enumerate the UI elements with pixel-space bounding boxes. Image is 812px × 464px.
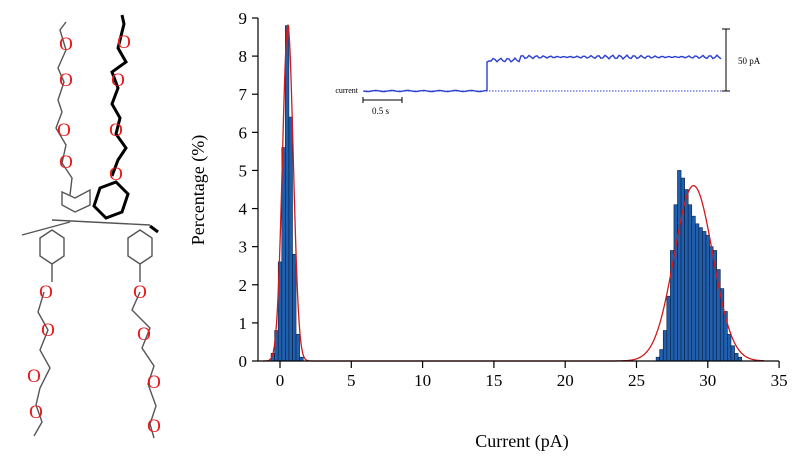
histogram-bar [677,170,682,362]
y-tick-labels: 0 1 2 3 4 5 6 7 8 9 [239,9,248,371]
x-tick-label: 25 [628,371,645,390]
time-scale-bar [362,97,403,103]
histogram-bar [727,334,732,362]
y-tick-label: 6 [239,123,248,142]
x-tick-label: 15 [485,371,502,390]
trace-label: current [335,86,358,95]
y-tick-label: 1 [239,314,248,333]
x-tick-label: 10 [414,371,431,390]
histogram-bar [673,204,678,362]
histogram-bar [734,353,739,362]
histogram-bar [288,116,293,362]
histogram-bar [691,215,696,362]
x-tick-label: 5 [347,371,356,390]
histogram-bar [705,234,710,362]
oxygen-atom-label: O [59,152,73,173]
oxygen-atom-label: O [27,366,41,387]
calixarene-structure: O O O O O O O O O O O O O O O O [21,14,161,439]
y-tick-label: 8 [239,47,248,66]
y-tick-label: 7 [239,85,248,104]
histogram-bar [695,223,700,362]
current-scale-label: 50 pA [738,56,761,66]
current-trace-inset: current 0.5 s 50 pA [335,28,761,116]
histogram-bars [270,25,742,362]
histogram-bar [702,231,707,362]
oxygen-atom-label: O [59,34,73,55]
oxygen-atom-label: O [147,372,161,393]
oxygen-atom-label: O [59,70,73,91]
histogram-bar [292,253,297,362]
y-axis-label: Percentage (%) [188,135,209,245]
histogram-bar [666,295,671,362]
oxygen-atom-label: O [39,282,53,303]
x-tick-label: 30 [699,371,716,390]
histogram-bar [687,204,693,362]
x-tick-label: 20 [557,371,574,390]
histogram-bar [285,25,290,362]
axes [252,17,780,368]
histogram-bar [659,349,664,362]
histogram-plot: 0 5 10 15 20 25 30 35 0 1 2 3 4 5 6 7 8 9 Current (pA) P… [188,9,788,452]
y-tick-label: 4 [239,200,248,219]
current-trace [363,54,722,93]
histogram-bar [684,189,689,362]
y-tick-label: 3 [239,238,248,257]
x-tick-label: 35 [771,371,788,390]
histogram-bar [295,334,300,362]
oxygen-atom-label: O [29,402,43,423]
oxygen-atom-label: O [117,32,131,53]
oxygen-atom-label: O [137,324,151,345]
oxygen-atom-label: O [111,70,125,91]
histogram-bar [730,345,735,362]
histogram-bar [709,246,714,362]
time-scale-label: 0.5 s [372,106,390,116]
oxygen-atom-label: O [109,164,123,185]
y-tick-label: 9 [239,9,248,28]
oxygen-atom-label: O [147,416,161,437]
histogram-bar [698,227,703,362]
x-tick-label: 0 [276,371,285,390]
histogram-bar [662,330,668,362]
current-scale-bar [722,28,730,92]
y-tick-label: 0 [239,352,248,371]
oxygen-atom-label: O [109,120,123,141]
y-tick-label: 5 [239,161,248,180]
oxygen-atom-label: O [133,282,147,303]
oxygen-atom-label: O [57,120,71,141]
y-tick-label: 2 [239,276,248,295]
x-tick-labels: 0 5 10 15 20 25 30 35 [276,371,788,390]
oxygen-atom-label: O [41,320,55,341]
x-axis-label: Current (pA) [475,431,568,452]
